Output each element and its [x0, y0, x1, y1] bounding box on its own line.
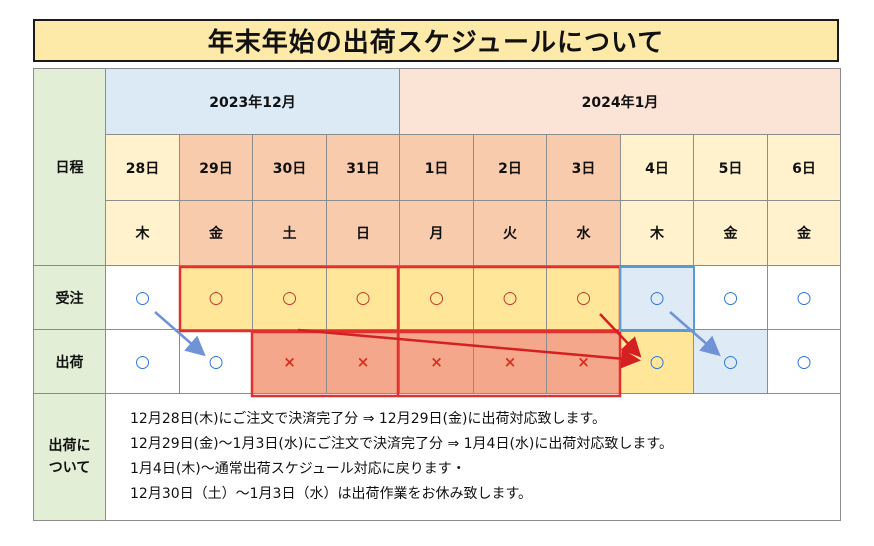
weekday-cell: 金	[179, 200, 253, 266]
date-cell: 2日	[473, 134, 547, 201]
ship-mark: ○	[796, 351, 812, 372]
order-cell: ○	[693, 265, 768, 330]
date-cell: 1日	[399, 134, 474, 201]
ship-mark: ×	[430, 352, 443, 371]
order-cell: ○	[473, 265, 547, 330]
weekday-row: 木金土日月火水木金金	[34, 200, 841, 266]
ship-cell: ×	[252, 329, 327, 394]
weekday-cell: 金	[693, 200, 768, 266]
schedule-label: 日程	[33, 68, 106, 266]
weekday-cell: 金	[767, 200, 841, 266]
notes-row: 出荷に ついて 12月28日(木)にご注文で決済完了分 ⇒ 12月29日(金)に…	[33, 393, 841, 521]
order-cell: ○	[252, 265, 327, 330]
page-title: 年末年始の出荷スケジュールについて	[33, 19, 839, 62]
order-mark: ○	[282, 287, 297, 308]
order-cell: ○	[620, 265, 694, 330]
order-mark: ○	[649, 287, 665, 308]
schedule-table: 日程 2023年12月 2024年1月 28日 29日 30日 31日 1日 2日 3日 4日…	[33, 68, 841, 521]
order-mark: ○	[135, 287, 150, 308]
date-cell: 28日	[105, 134, 180, 201]
month-january: 2024年1月	[399, 68, 841, 135]
ship-mark: ×	[356, 352, 370, 371]
notes-label-line2: ついて	[48, 460, 91, 476]
ship-cell: ○	[620, 329, 694, 394]
ship-mark: ○	[208, 351, 224, 372]
ship-row: 出荷 ○ ○ × × × × × ○ ○ ○	[33, 329, 841, 394]
note-line-1: 12月28日(木)にご注文で決済完了分 ⇒ 12月29日(金)に出荷対応致します…	[130, 411, 607, 427]
notes-cell: 12月28日(木)にご注文で決済完了分 ⇒ 12月29日(金)に出荷対応致します…	[105, 393, 841, 521]
order-row: 受注 ○ ○ ○ ○ ○ ○ ○ ○ ○ ○	[33, 265, 841, 330]
ship-cell: ×	[326, 329, 400, 394]
ship-cell: ×	[473, 329, 547, 394]
weekday-cell: 日	[326, 200, 400, 266]
date-cell: 6日	[767, 134, 841, 201]
order-mark: ○	[576, 287, 591, 308]
ship-cell: ○	[179, 329, 253, 394]
weekday-cell: 火	[473, 200, 547, 266]
date-cell: 31日	[326, 134, 400, 201]
order-mark: ○	[208, 287, 224, 308]
order-cell: ○	[326, 265, 400, 330]
order-mark: ○	[796, 287, 812, 308]
weekday-cell: 木	[620, 200, 694, 266]
order-mark: ○	[355, 287, 371, 308]
note-line-2: 12月29日(金)～1月3日(水)にご注文で決済完了分 ⇒ 1月4日(水)に出荷…	[130, 436, 673, 452]
month-december: 2023年12月	[105, 68, 400, 135]
order-mark: ○	[429, 287, 444, 308]
order-cell: ○	[105, 265, 180, 330]
order-cell: ○	[546, 265, 621, 330]
ship-mark: ×	[503, 352, 517, 371]
ship-cell: ○	[767, 329, 841, 394]
note-line-3: 1月4日(木)～通常出荷スケジュール対応に戻ります・	[130, 461, 466, 477]
ship-cell: ○	[105, 329, 180, 394]
ship-mark: ○	[723, 351, 738, 372]
ship-mark: ○	[649, 351, 665, 372]
weekday-cell: 土	[252, 200, 327, 266]
date-cell: 5日	[693, 134, 768, 201]
ship-cell: ○	[693, 329, 768, 394]
date-cell: 3日	[546, 134, 621, 201]
ship-cell: ×	[399, 329, 474, 394]
ship-mark: ×	[283, 352, 296, 371]
weekday-cell: 月	[399, 200, 474, 266]
order-cell: ○	[399, 265, 474, 330]
order-cell: ○	[767, 265, 841, 330]
weekday-cell: 水	[546, 200, 621, 266]
date-cell: 29日	[179, 134, 253, 201]
ship-mark: ×	[577, 352, 590, 371]
notes-label: 出荷に ついて	[33, 393, 106, 521]
date-cell: 4日	[620, 134, 694, 201]
ship-mark: ○	[135, 351, 150, 372]
order-mark: ○	[502, 287, 518, 308]
ship-cell: ×	[546, 329, 621, 394]
date-row: 28日 29日 30日 31日 1日 2日 3日 4日 5日 6日	[34, 134, 841, 201]
order-label: 受注	[33, 265, 106, 330]
order-cell: ○	[179, 265, 253, 330]
ship-label: 出荷	[33, 329, 106, 394]
order-mark: ○	[723, 287, 738, 308]
note-line-4: 12月30日（土）～1月3日（水）は出荷作業をお休み致します。	[130, 486, 533, 502]
notes-label-line1: 出荷に	[48, 438, 91, 454]
date-cell: 30日	[252, 134, 327, 201]
weekday-cell: 木	[105, 200, 180, 266]
